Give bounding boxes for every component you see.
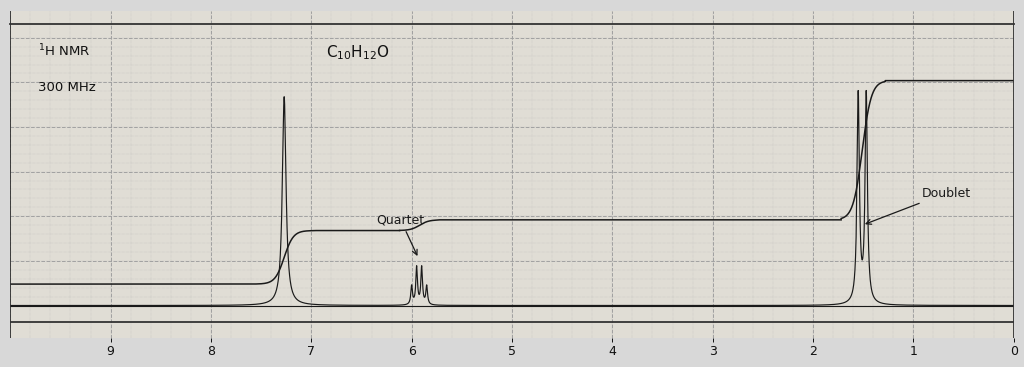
Text: C$_{10}$H$_{12}$O: C$_{10}$H$_{12}$O — [327, 43, 390, 62]
Text: 300 MHz: 300 MHz — [38, 81, 96, 94]
Text: Quartet: Quartet — [377, 213, 425, 255]
Text: $^1$H NMR: $^1$H NMR — [38, 43, 91, 60]
Text: Doublet: Doublet — [866, 186, 971, 224]
